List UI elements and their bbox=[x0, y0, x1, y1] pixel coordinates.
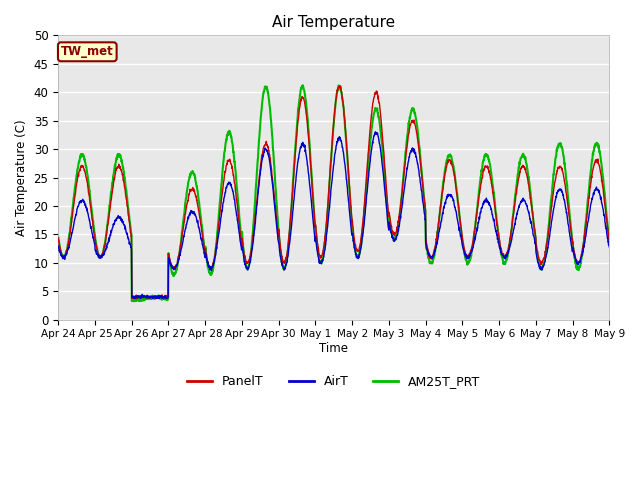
PanelT bbox=[590, 163, 598, 168]
AirT bbox=[590, 191, 598, 197]
AirT bbox=[149, 296, 157, 302]
PanelT bbox=[54, 235, 62, 241]
Legend: PanelT, AirT, AM25T_PRT: PanelT, AirT, AM25T_PRT bbox=[182, 370, 486, 393]
AM25T_PRT bbox=[323, 221, 331, 227]
AirT bbox=[83, 205, 90, 211]
AM25T_PRT bbox=[308, 180, 316, 186]
AM25T_PRT bbox=[299, 83, 307, 88]
AM25T_PRT bbox=[489, 182, 497, 188]
AirT bbox=[371, 129, 379, 135]
Text: TW_met: TW_met bbox=[61, 45, 114, 58]
PanelT bbox=[323, 219, 330, 225]
AirT bbox=[489, 214, 497, 219]
PanelT bbox=[489, 190, 497, 195]
AM25T_PRT bbox=[605, 241, 613, 247]
Line: AM25T_PRT: AM25T_PRT bbox=[58, 85, 609, 301]
AM25T_PRT bbox=[54, 234, 62, 240]
PanelT bbox=[83, 175, 90, 181]
PanelT bbox=[308, 179, 316, 184]
AirT bbox=[323, 232, 330, 238]
PanelT bbox=[159, 296, 167, 302]
PanelT bbox=[337, 83, 344, 89]
Y-axis label: Air Temperature (C): Air Temperature (C) bbox=[15, 119, 28, 236]
AM25T_PRT bbox=[590, 148, 598, 154]
AirT bbox=[605, 244, 613, 250]
AirT bbox=[54, 243, 62, 249]
AM25T_PRT bbox=[130, 299, 138, 304]
X-axis label: Time: Time bbox=[319, 342, 348, 355]
AirT bbox=[590, 192, 598, 197]
Line: AirT: AirT bbox=[58, 132, 609, 299]
AM25T_PRT bbox=[83, 164, 90, 169]
PanelT bbox=[605, 240, 613, 245]
Title: Air Temperature: Air Temperature bbox=[272, 15, 396, 30]
AirT bbox=[308, 205, 316, 211]
PanelT bbox=[590, 163, 598, 169]
Line: PanelT: PanelT bbox=[58, 86, 609, 299]
AM25T_PRT bbox=[590, 148, 598, 154]
